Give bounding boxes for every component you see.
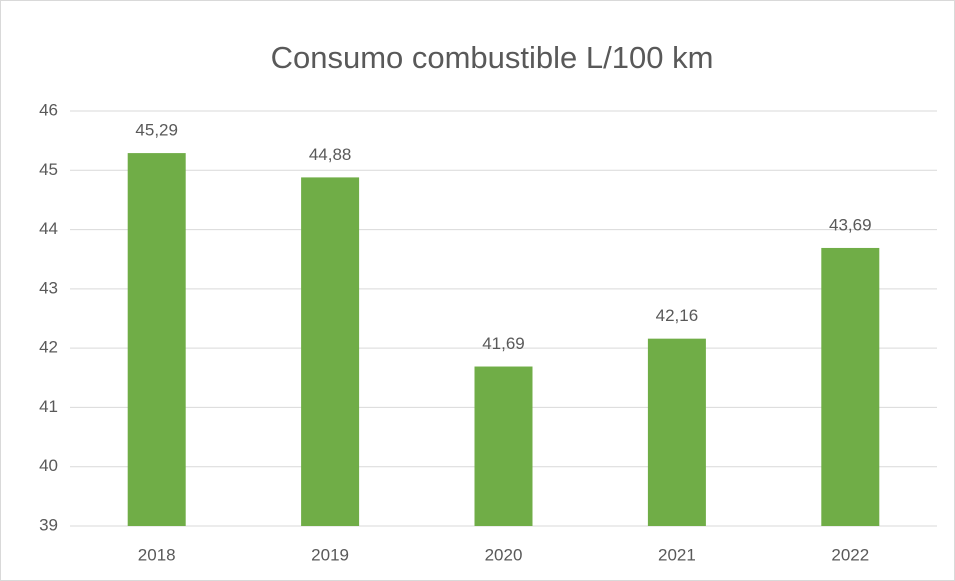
x-tick-label: 2020 [485,545,523,564]
bar [301,177,360,526]
data-label: 42,16 [656,306,699,325]
chart-title: Consumo combustible L/100 km [271,40,714,75]
x-tick-label: 2018 [138,545,176,564]
y-tick-label: 44 [39,219,58,238]
y-tick-label: 43 [39,278,58,297]
data-label: 44,88 [309,145,352,164]
data-label: 43,69 [829,215,872,234]
y-tick-label: 46 [39,100,58,119]
bar [821,247,880,526]
data-label: 45,29 [135,121,178,140]
y-tick-label: 39 [39,515,58,534]
bar [647,338,706,526]
bar [474,366,533,526]
bar [127,153,186,527]
y-tick-label: 45 [39,160,58,179]
y-tick-label: 41 [39,397,58,416]
y-tick-label: 42 [39,338,58,357]
data-label: 41,69 [482,334,525,353]
x-tick-label: 2019 [311,545,349,564]
x-tick-label: 2021 [658,545,696,564]
y-tick-label: 40 [39,456,58,475]
x-tick-label: 2022 [831,545,869,564]
